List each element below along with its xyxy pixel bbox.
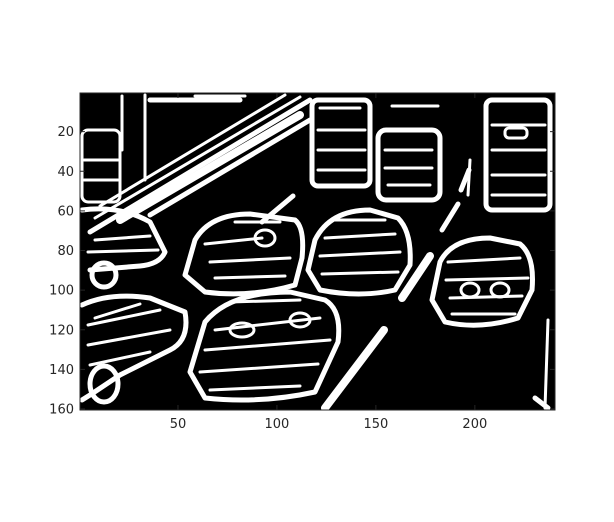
y-tick-label: 140 — [49, 363, 74, 378]
y-axis: 20 40 60 80 100 120 140 160 — [49, 125, 555, 418]
vehicle-edges-left — [80, 128, 168, 290]
car-edges-bottom-left — [80, 293, 189, 405]
binary-edge-image — [79, 92, 556, 411]
x-tick-label: 150 — [363, 417, 388, 432]
misc-edges-bottom-right — [466, 158, 551, 410]
x-tick-label: 200 — [462, 417, 487, 432]
y-tick-label: 120 — [49, 323, 74, 338]
car-edges-bottom-center — [187, 289, 342, 403]
y-tick-label: 20 — [57, 125, 74, 140]
x-tick-label: 100 — [265, 417, 290, 432]
car-edges-middle-left — [182, 211, 306, 297]
y-tick-label: 60 — [57, 204, 74, 219]
x-tick-label: 50 — [170, 417, 187, 432]
y-tick-label: 80 — [57, 244, 74, 259]
vehicle-edges-top-right — [483, 97, 553, 213]
axes-box — [79, 92, 556, 411]
y-tick-label: 160 — [49, 403, 74, 418]
x-axis: 50 100 150 200 — [170, 93, 487, 432]
car-edges-middle — [305, 207, 413, 297]
y-tick-label: 100 — [49, 284, 74, 299]
y-tick-label: 40 — [57, 165, 74, 180]
truck-edges-top — [309, 97, 443, 203]
car-edges-right — [429, 235, 535, 328]
lane-marking-edges — [259, 167, 472, 410]
